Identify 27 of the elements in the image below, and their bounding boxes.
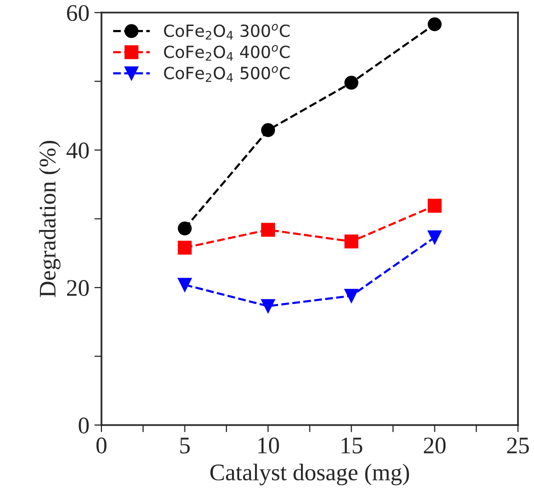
y-tick-label: 0 <box>78 418 89 434</box>
x-tick-label: 20 <box>424 438 446 454</box>
x-tick-label: 0 <box>96 438 106 454</box>
legend-label: CoFe$_{2}$O$_{4}$ 300$^{o}$C <box>164 24 290 40</box>
point <box>344 234 358 248</box>
point <box>178 278 192 292</box>
point <box>344 288 358 303</box>
x-axis-title: Catalyst dosage (mg) <box>210 464 410 486</box>
point <box>261 123 276 138</box>
point <box>344 76 358 90</box>
point <box>428 230 442 244</box>
x-tick-label: 15 <box>342 438 362 454</box>
point <box>178 240 192 255</box>
x-tick-label: 5 <box>180 438 190 454</box>
y-tick-label: 60 <box>67 5 89 21</box>
point <box>178 221 192 236</box>
point <box>428 198 442 213</box>
y-axis-title: Degradation (%) <box>39 140 60 298</box>
legend-label: CoFe$_{2}$O$_{4}$ 500$^{o}$C <box>164 66 290 82</box>
y-tick-label: 20 <box>67 280 89 296</box>
point <box>261 299 276 314</box>
y-tick-label: 40 <box>66 142 89 158</box>
point <box>428 17 442 32</box>
x-tick-label: 10 <box>258 438 279 454</box>
point <box>261 222 276 237</box>
legend-label: CoFe$_{2}$O$_{4}$ 400$^{o}$C <box>164 45 290 61</box>
x-tick-label: 25 <box>507 438 529 454</box>
